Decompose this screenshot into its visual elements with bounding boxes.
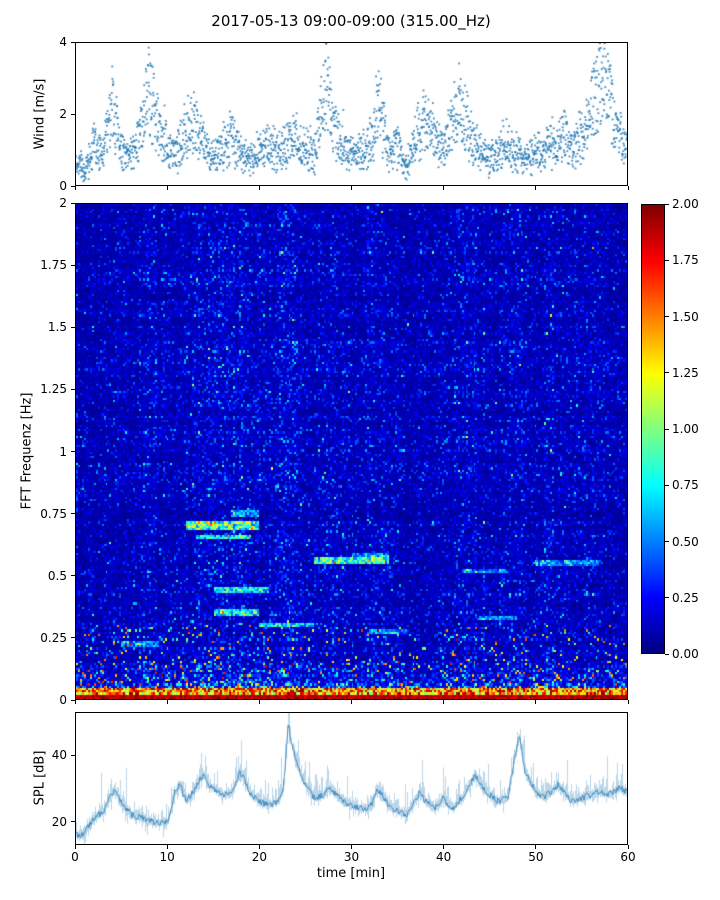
y-tick-mark <box>71 113 75 115</box>
colorbar-tick-mark <box>665 653 669 655</box>
x-tick-label: 50 <box>528 850 544 864</box>
y-tick-label: 1.5 <box>47 320 67 335</box>
x-tick-mark <box>535 186 537 190</box>
x-tick-mark <box>74 700 76 704</box>
colorbar-tick-mark <box>665 541 669 542</box>
colorbar-tick-label: 0.00 <box>672 647 699 661</box>
x-tick-mark <box>627 845 629 849</box>
y-tick-mark <box>71 451 75 452</box>
x-tick-mark <box>166 186 168 190</box>
colorbar-tick-label: 0.25 <box>672 590 699 605</box>
y-tick-label: 2 <box>59 196 67 210</box>
x-tick-mark <box>443 845 445 849</box>
y-tick-label: 2 <box>59 107 67 121</box>
y-tick-label: 4 <box>59 35 67 49</box>
x-tick-mark <box>443 700 445 704</box>
x-tick-mark <box>627 186 629 190</box>
spl-line-plot <box>75 712 628 845</box>
colorbar-tick-label: 0.75 <box>672 478 699 493</box>
colorbar-tick-mark <box>665 484 669 486</box>
x-tick-mark <box>258 186 260 190</box>
y-tick-mark <box>71 513 75 515</box>
y-tick-mark <box>71 575 75 577</box>
wind-scatter-plot <box>75 42 628 186</box>
colorbar-tick-mark <box>665 203 669 205</box>
x-tick-mark <box>258 700 260 704</box>
x-tick-mark <box>166 845 168 849</box>
x-tick-mark <box>74 845 76 849</box>
x-tick-label: 0 <box>71 850 79 864</box>
colorbar-tick-label: 2.00 <box>672 197 699 211</box>
y-tick-mark <box>71 264 75 266</box>
y-tick-mark <box>71 821 75 823</box>
spectrogram-plot <box>75 203 628 700</box>
y-tick-mark <box>71 637 75 639</box>
colorbar <box>641 204 665 654</box>
y-tick-label: 1.25 <box>40 382 67 397</box>
y-tick-label: 0.5 <box>47 568 67 583</box>
colorbar-tick-mark <box>665 597 669 599</box>
x-tick-label: 40 <box>436 850 452 864</box>
colorbar-tick-label: 1.25 <box>672 365 699 380</box>
y-tick-mark <box>71 699 75 701</box>
y-tick-mark <box>71 326 75 328</box>
x-tick-label: 30 <box>343 850 360 864</box>
colorbar-tick-mark <box>665 428 669 430</box>
y-tick-label: 0.75 <box>40 506 67 521</box>
x-tick-mark <box>351 186 352 190</box>
x-axis-label: time [min] <box>316 866 386 881</box>
x-tick-mark <box>351 700 352 704</box>
spl-line-canvas <box>76 713 627 844</box>
colorbar-tick-label: 1.00 <box>672 422 699 436</box>
colorbar-tick-mark <box>665 259 669 261</box>
y-tick-label: 0 <box>59 179 67 193</box>
x-tick-mark <box>535 700 537 704</box>
y-tick-label: 20 <box>51 814 67 829</box>
spectrogram-canvas <box>76 204 627 699</box>
colorbar-tick-label: 1.50 <box>672 309 699 324</box>
y-tick-mark <box>71 41 75 43</box>
x-tick-mark <box>166 700 168 704</box>
x-tick-label: 20 <box>251 850 267 864</box>
x-tick-mark <box>351 845 352 849</box>
x-tick-mark <box>443 186 445 190</box>
colorbar-canvas <box>642 205 664 653</box>
colorbar-tick-mark <box>665 316 669 317</box>
x-tick-label: 60 <box>620 850 636 864</box>
chart-title: 2017-05-13 09:00-09:00 (315.00_Hz) <box>211 12 491 30</box>
x-tick-mark <box>74 186 76 190</box>
x-tick-mark <box>258 845 260 849</box>
x-tick-mark <box>535 845 537 849</box>
wind-scatter-canvas <box>76 43 627 185</box>
y-tick-mark <box>71 202 75 204</box>
y-tick-label: 0.25 <box>40 630 67 645</box>
colorbar-tick-label: 0.50 <box>672 534 699 549</box>
colorbar-tick-mark <box>665 372 669 374</box>
y-tick-mark <box>71 754 75 756</box>
y-tick-label: 40 <box>51 748 67 763</box>
y-tick-label: 1 <box>59 444 67 459</box>
y-tick-mark <box>71 185 75 187</box>
x-tick-mark <box>627 700 629 704</box>
y-tick-label: 1.75 <box>40 258 67 273</box>
y-tick-label: 0 <box>59 693 67 707</box>
y-tick-mark <box>71 388 75 390</box>
colorbar-tick-label: 1.75 <box>672 253 699 268</box>
x-tick-label: 10 <box>159 850 175 864</box>
